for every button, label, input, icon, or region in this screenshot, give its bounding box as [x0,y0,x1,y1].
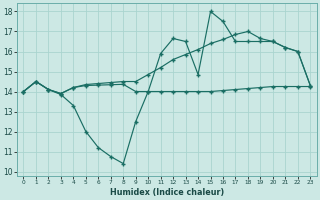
X-axis label: Humidex (Indice chaleur): Humidex (Indice chaleur) [110,188,224,197]
